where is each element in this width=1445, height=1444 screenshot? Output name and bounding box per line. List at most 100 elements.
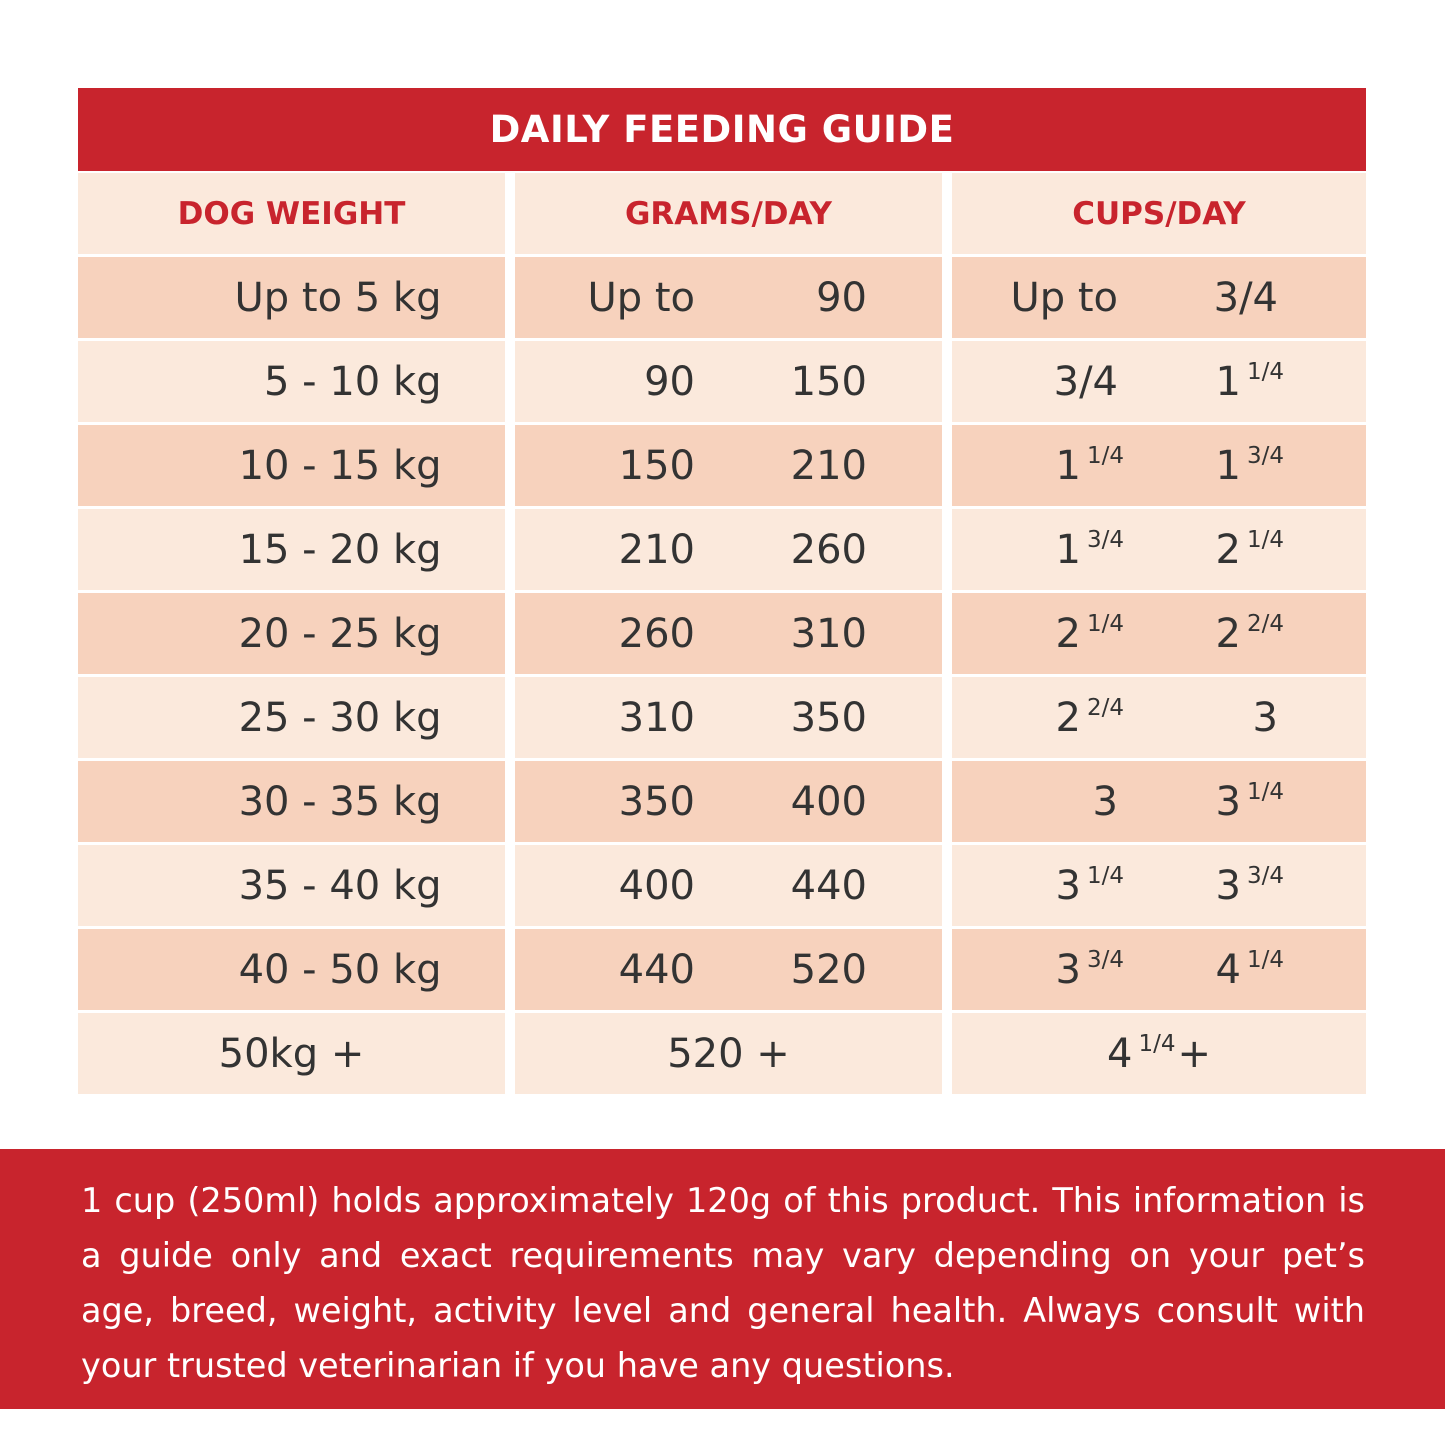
grams-to: 260	[790, 526, 867, 573]
cup-fraction: 1/4	[1246, 778, 1284, 805]
cups-range: Up to 3/4	[952, 257, 1366, 338]
cup-fraction: 2/4	[1086, 694, 1124, 721]
table-title: DAILY FEEDING GUIDE	[78, 88, 1366, 171]
cups-range: 3 3/4 4 1/4	[952, 929, 1366, 1010]
cup-whole: 3	[1092, 778, 1118, 825]
grams-range: 310 350	[515, 677, 942, 758]
weight-cell: 25 - 30 kg	[78, 677, 505, 758]
dog-weight-value: 20 - 25 kg	[238, 610, 442, 657]
cups-range: 1 1/4 1 3/4	[952, 425, 1366, 506]
weight-cell: 10 - 15 kg	[78, 425, 505, 506]
grams-to: 150	[790, 358, 867, 405]
cup-fraction: 3/4	[1246, 442, 1284, 469]
feeding-note: 1 cup (250ml) holds approximately 120g o…	[0, 1149, 1445, 1409]
grams-from: 260	[618, 610, 695, 657]
cup-whole: 3	[1215, 862, 1241, 909]
weight-cell-last: 50kg +	[78, 1013, 505, 1094]
header-dog-weight: DOG WEIGHT	[78, 173, 505, 254]
dog-weight-value: 40 - 50 kg	[238, 946, 442, 993]
cups-from: 2 2/4	[952, 695, 1124, 741]
cup-whole: 3/4	[1053, 358, 1118, 405]
grams-from: 310	[618, 694, 695, 741]
cups-cell: 3/4 1 1/4	[952, 341, 1366, 422]
cups-cell: 3 1/4 3 3/4	[952, 845, 1366, 926]
cups-to: 4 1/4	[1124, 947, 1284, 993]
grams-value: 520 +	[667, 1030, 790, 1077]
grams-range: 150 210	[515, 425, 942, 506]
feeding-guide-table: DAILY FEEDING GUIDE DOG WEIGHT GRAMS/DAY…	[78, 88, 1366, 1094]
dog-weight-value: 50kg +	[218, 1030, 365, 1077]
grams-cell: 440 520	[515, 929, 942, 1010]
grams-to: 520	[790, 946, 867, 993]
cups-from-value: 3 1/4	[1056, 863, 1124, 909]
cup-fraction: 2/4	[1246, 610, 1284, 637]
grams-range: Up to 90	[515, 257, 942, 338]
cup-whole: Up to	[1010, 274, 1118, 321]
dog-weight-value: 10 - 15 kg	[238, 442, 442, 489]
cup-whole: 3	[1215, 778, 1241, 825]
grams-cell: Up to 90	[515, 257, 942, 338]
weight-cell: 35 - 40 kg	[78, 845, 505, 926]
cups-from: 2 1/4	[952, 611, 1124, 657]
cup-whole: 3/4	[1213, 274, 1278, 321]
weight-cell: 40 - 50 kg	[78, 929, 505, 1010]
cup-fraction: 1/4	[1086, 610, 1124, 637]
cup-whole: 1	[1055, 526, 1081, 573]
table-grid: DOG WEIGHT GRAMS/DAY CUPS/DAY Up to 5 kg…	[78, 171, 1366, 1094]
cup-suffix: +	[1177, 1030, 1211, 1077]
cups-to: 1 1/4	[1124, 359, 1284, 405]
cup-fraction: 1/4	[1086, 862, 1124, 889]
cups-from: 3/4	[952, 359, 1124, 405]
grams-cell: 260 310	[515, 593, 942, 674]
cups-range: 3 1/4 3 3/4	[952, 845, 1366, 926]
weight-cell: 20 - 25 kg	[78, 593, 505, 674]
grams-range: 210 260	[515, 509, 942, 590]
cups-from-value: 3	[1093, 779, 1124, 825]
weight-cell: 15 - 20 kg	[78, 509, 505, 590]
grams-from: Up to	[587, 274, 695, 321]
grams-from: 440	[618, 946, 695, 993]
cup-whole: 3	[1055, 862, 1081, 909]
cups-cell: 1 1/4 1 3/4	[952, 425, 1366, 506]
cup-fraction: 1/4	[1246, 358, 1284, 385]
cups-to-value: 3 1/4	[1216, 779, 1284, 825]
cup-whole: 1	[1215, 442, 1241, 489]
cup-fraction: 1/4	[1246, 526, 1284, 553]
cups-to: 3 1/4	[1124, 779, 1284, 825]
grams-from: 150	[618, 442, 695, 489]
grams-range: 90 150	[515, 341, 942, 422]
grams-cell: 150 210	[515, 425, 942, 506]
cups-to: 3 3/4	[1124, 863, 1284, 909]
cups-range: 1 3/4 2 1/4	[952, 509, 1366, 590]
dog-weight-value: 30 - 35 kg	[238, 778, 442, 825]
cup-fraction: 3/4	[1246, 862, 1284, 889]
dog-weight-value: 35 - 40 kg	[238, 862, 442, 909]
cups-cell-last: 4 1/4+	[952, 1013, 1366, 1094]
cups-cell: 3 3/4 4 1/4	[952, 929, 1366, 1010]
cup-fraction: 1/4	[1138, 1030, 1176, 1057]
cups-cell: Up to 3/4	[952, 257, 1366, 338]
grams-cell: 310 350	[515, 677, 942, 758]
cups-to-value: 2 1/4	[1216, 527, 1284, 573]
cups-cell: 1 3/4 2 1/4	[952, 509, 1366, 590]
weight-cell: Up to 5 kg	[78, 257, 505, 338]
cup-whole: 4	[1107, 1030, 1133, 1077]
grams-cell-last: 520 +	[515, 1013, 942, 1094]
grams-to: 350	[790, 694, 867, 741]
cups-from-value: 1 1/4	[1056, 443, 1124, 489]
cups-to-value: 3/4	[1214, 275, 1284, 321]
grams-cell: 90 150	[515, 341, 942, 422]
cups-value: 4 1/4+	[1107, 1031, 1211, 1077]
grams-range: 440 520	[515, 929, 942, 1010]
cups-from: 1 3/4	[952, 527, 1124, 573]
cup-whole: 2	[1215, 526, 1241, 573]
cups-range: 3/4 1 1/4	[952, 341, 1366, 422]
grams-to: 210	[790, 442, 867, 489]
header-grams-per-day: GRAMS/DAY	[515, 173, 942, 254]
cups-to-value: 2 2/4	[1216, 611, 1284, 657]
cups-range: 2 1/4 2 2/4	[952, 593, 1366, 674]
cup-fraction: 3/4	[1086, 946, 1124, 973]
grams-from: 400	[618, 862, 695, 909]
grams-to: 310	[790, 610, 867, 657]
cup-whole: 2	[1055, 610, 1081, 657]
